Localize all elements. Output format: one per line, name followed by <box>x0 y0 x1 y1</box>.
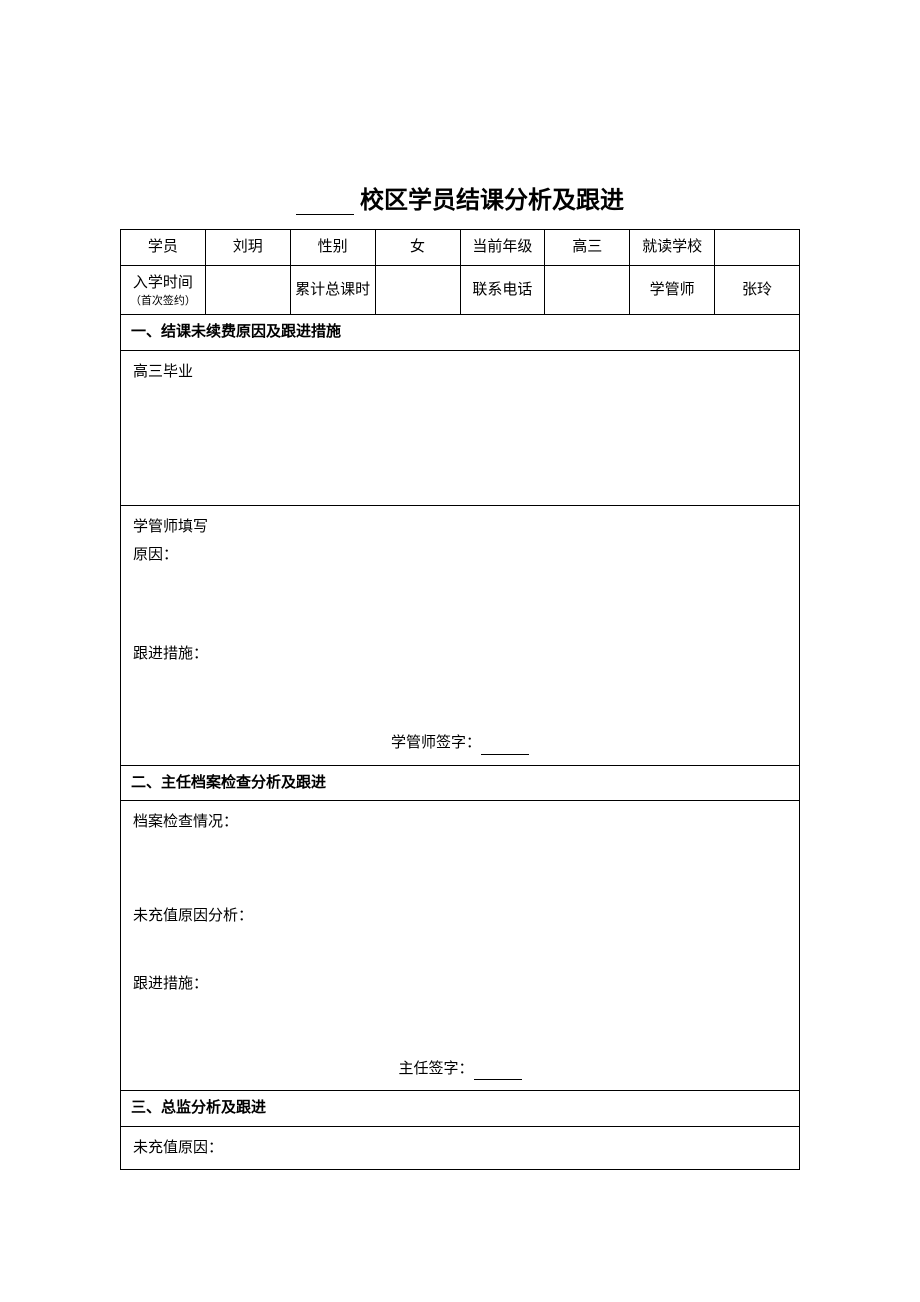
label-phone: 联系电话 <box>460 265 545 315</box>
section1-graduation-row: 高三毕业 <box>121 350 800 505</box>
label-student: 学员 <box>121 230 206 266</box>
section1-reason-space <box>133 573 787 643</box>
section2-check-space <box>133 840 787 905</box>
section1-followup-space <box>133 671 787 726</box>
section2-signature-row: 主任签字： <box>133 1058 787 1081</box>
value-school <box>715 230 800 266</box>
section3-reason-label: 未充值原因： <box>133 1137 787 1160</box>
section2-followup-label: 跟进措施： <box>133 973 787 996</box>
label-enroll-time-main: 入学时间 <box>133 275 193 291</box>
section2-check-label: 档案检查情况： <box>133 811 787 834</box>
page-title: 校区学员结课分析及跟进 <box>360 188 624 214</box>
form-table: 学员 刘玥 性别 女 当前年级 高三 就读学校 入学时间 （首次签约） 累计总课… <box>120 229 800 1170</box>
section3-body-cell: 未充值原因： <box>121 1126 800 1170</box>
value-student: 刘玥 <box>205 230 290 266</box>
section2-reason-label: 未充值原因分析： <box>133 905 787 928</box>
title-blank-underline <box>296 193 354 215</box>
section1-teacherfill-row: 学管师填写 原因： 跟进措施： 学管师签字： <box>121 505 800 765</box>
section1-graduation-text: 高三毕业 <box>133 361 787 384</box>
section2-reason-space <box>133 933 787 973</box>
label-enroll-time-note: （首次签约） <box>123 294 203 308</box>
section1-reason-label: 原因： <box>133 544 787 567</box>
section1-heading-row: 一、结课未续费原因及跟进措施 <box>121 315 800 351</box>
section2-body-cell: 档案检查情况： 未充值原因分析： 跟进措施： 主任签字： <box>121 801 800 1091</box>
section1-followup-label: 跟进措施： <box>133 643 787 666</box>
value-phone <box>545 265 630 315</box>
section1-teacherfill-cell: 学管师填写 原因： 跟进措施： 学管师签字： <box>121 505 800 765</box>
label-manager: 学管师 <box>630 265 715 315</box>
section1-heading: 一、结课未续费原因及跟进措施 <box>121 315 800 351</box>
section2-signature-label: 主任签字： <box>398 1061 473 1077</box>
section3-body-row: 未充值原因： <box>121 1126 800 1170</box>
section1-signature-label: 学管师签字： <box>391 735 481 751</box>
label-total-hours: 累计总课时 <box>290 265 375 315</box>
section2-heading: 二、主任档案检查分析及跟进 <box>121 765 800 801</box>
value-total-hours <box>375 265 460 315</box>
label-school: 就读学校 <box>630 230 715 266</box>
section2-body-row: 档案检查情况： 未充值原因分析： 跟进措施： 主任签字： <box>121 801 800 1091</box>
header-row-1: 学员 刘玥 性别 女 当前年级 高三 就读学校 <box>121 230 800 266</box>
value-manager: 张玲 <box>715 265 800 315</box>
section3-heading-row: 三、总监分析及跟进 <box>121 1091 800 1127</box>
label-grade: 当前年级 <box>460 230 545 266</box>
header-row-2: 入学时间 （首次签约） 累计总课时 联系电话 学管师 张玲 <box>121 265 800 315</box>
section2-signature-line <box>474 1066 522 1080</box>
value-grade: 高三 <box>545 230 630 266</box>
label-gender: 性别 <box>290 230 375 266</box>
value-gender: 女 <box>375 230 460 266</box>
page-title-container: 校区学员结课分析及跟进 <box>120 180 800 215</box>
section1-signature-line <box>481 741 529 755</box>
section3-heading: 三、总监分析及跟进 <box>121 1091 800 1127</box>
section2-followup-space <box>133 1002 787 1052</box>
section2-heading-row: 二、主任档案检查分析及跟进 <box>121 765 800 801</box>
section1-graduation-cell: 高三毕业 <box>121 350 800 505</box>
section1-teacher-fill-label: 学管师填写 <box>133 516 787 539</box>
section1-signature-row: 学管师签字： <box>133 732 787 755</box>
label-enroll-time: 入学时间 （首次签约） <box>121 265 206 315</box>
value-enroll-time <box>205 265 290 315</box>
